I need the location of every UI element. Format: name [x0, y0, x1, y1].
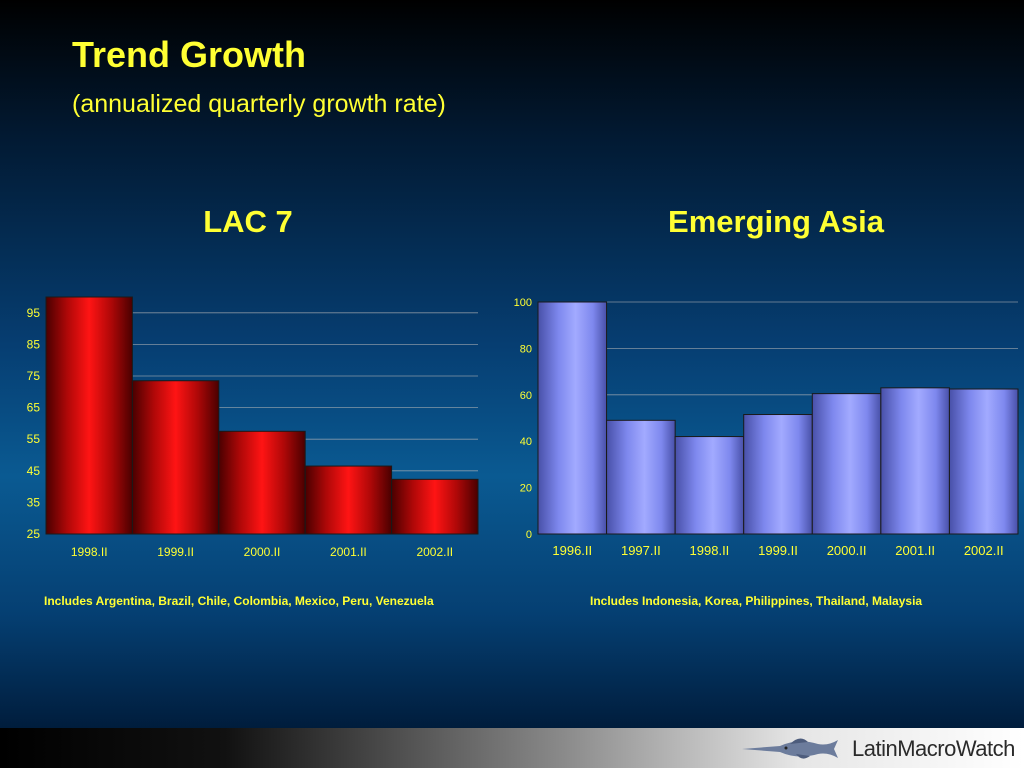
- lac-x-tick-label: 2001.II: [330, 545, 367, 559]
- lac-y-tick-label: 85: [27, 337, 41, 351]
- lac-y-tick-label: 35: [27, 495, 41, 509]
- asia-y-tick-label: 0: [526, 529, 532, 541]
- asia-countries-note: Includes Indonesia, Korea, Philippines, …: [590, 594, 923, 608]
- asia-bar-2002.II: [948, 388, 1019, 535]
- lac-x-tick-label: 1999.II: [157, 545, 194, 559]
- lac-y-tick-label: 75: [27, 369, 41, 383]
- lac-bar-2000.II: [218, 430, 306, 535]
- asia-x-tick-label: 2002.II: [964, 543, 1004, 558]
- asia-y-tick-label: 80: [520, 343, 532, 355]
- asia-x-tick-label: 1997.II: [621, 543, 661, 558]
- footer-bar: [0, 728, 1024, 768]
- asia-x-tick-label: 1998.II: [690, 543, 730, 558]
- asia-chart-title: Emerging Asia: [668, 204, 884, 239]
- slide-title: Trend Growth: [72, 34, 306, 75]
- lac-y-tick-label: 55: [27, 432, 41, 446]
- asia-y-tick-label: 100: [514, 297, 532, 309]
- asia-bar-1997.II: [606, 419, 676, 535]
- lac-x-tick-label: 1998.II: [71, 545, 108, 559]
- lac-x-tick-label: 2002.II: [416, 545, 453, 559]
- logo-text: LatinMacroWatch: [852, 736, 1015, 761]
- asia-x-tick-label: 2001.II: [895, 543, 935, 558]
- asia-y-tick-label: 40: [520, 436, 532, 448]
- lac-y-tick-label: 65: [27, 401, 41, 415]
- asia-x-tick-label: 1999.II: [758, 543, 798, 558]
- lac-bar-1998.II: [45, 296, 133, 535]
- lac-countries-note: Includes Argentina, Brazil, Chile, Colom…: [44, 594, 434, 608]
- swordfish-logo-icon: [742, 738, 838, 759]
- asia-bar-2001.II: [880, 387, 950, 535]
- asia-y-tick-label: 20: [520, 483, 532, 495]
- asia-bar-1998.II: [674, 436, 745, 535]
- lac-bar-2002.II: [391, 478, 479, 535]
- asia-bar-2000.II: [811, 393, 882, 535]
- asia-bar-1996.II: [537, 301, 608, 535]
- lac-x-tick-label: 2000.II: [244, 545, 281, 559]
- lac-bar-1999.II: [131, 380, 220, 535]
- lac-y-tick-label: 45: [27, 464, 41, 478]
- asia-x-tick-label: 2000.II: [827, 543, 867, 558]
- asia-bar-1999.II: [743, 414, 813, 535]
- asia-y-tick-label: 60: [520, 390, 532, 402]
- lac-y-tick-label: 95: [27, 306, 41, 320]
- lac-bar-2001.II: [304, 465, 393, 535]
- lac-chart-title: LAC 7: [203, 204, 293, 239]
- lac-y-tick-label: 25: [27, 527, 41, 541]
- asia-x-tick-label: 1996.II: [552, 543, 592, 558]
- slide-subtitle: (annualized quarterly growth rate): [72, 90, 446, 118]
